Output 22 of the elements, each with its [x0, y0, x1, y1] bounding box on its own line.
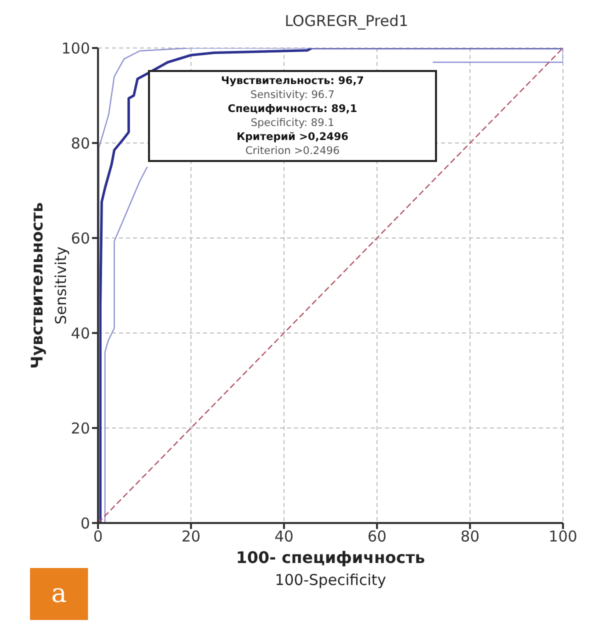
- y-axis-title: Чувствительность Sensitivity: [27, 202, 70, 369]
- y-tick-label: 100: [61, 39, 90, 58]
- x-tick-label: 40: [274, 528, 294, 546]
- panel-label: a: [30, 568, 88, 620]
- chart-title: LOGREGR_Pred1: [284, 12, 410, 30]
- x-tick-label: 60: [367, 528, 387, 546]
- annotation: Specificity: 89.1: [250, 116, 336, 130]
- y-tick-label: 80: [70, 134, 90, 152]
- y-tick-label: 40: [70, 324, 90, 342]
- y-tick-label: 20: [70, 419, 90, 438]
- x-tick-label: 80: [460, 528, 480, 546]
- annotation: Критерий >0,2496: [236, 130, 350, 144]
- x-tick-label: 0: [93, 528, 103, 546]
- annotation: Чувствительность: 96,7: [220, 74, 365, 88]
- y-tick-label: 0: [80, 514, 90, 532]
- annotation: Criterion >0.2496: [244, 144, 341, 158]
- annotation: Sensitivity: 96.7: [249, 88, 336, 102]
- x-axis-title: 100- специфичность 100-Specificity: [236, 548, 426, 589]
- y-tick-label: 60: [70, 229, 90, 248]
- x-tick-label: 20: [181, 528, 201, 546]
- x-tick-label: 100: [548, 528, 578, 546]
- annotation: Специфичность: 89,1: [226, 102, 358, 116]
